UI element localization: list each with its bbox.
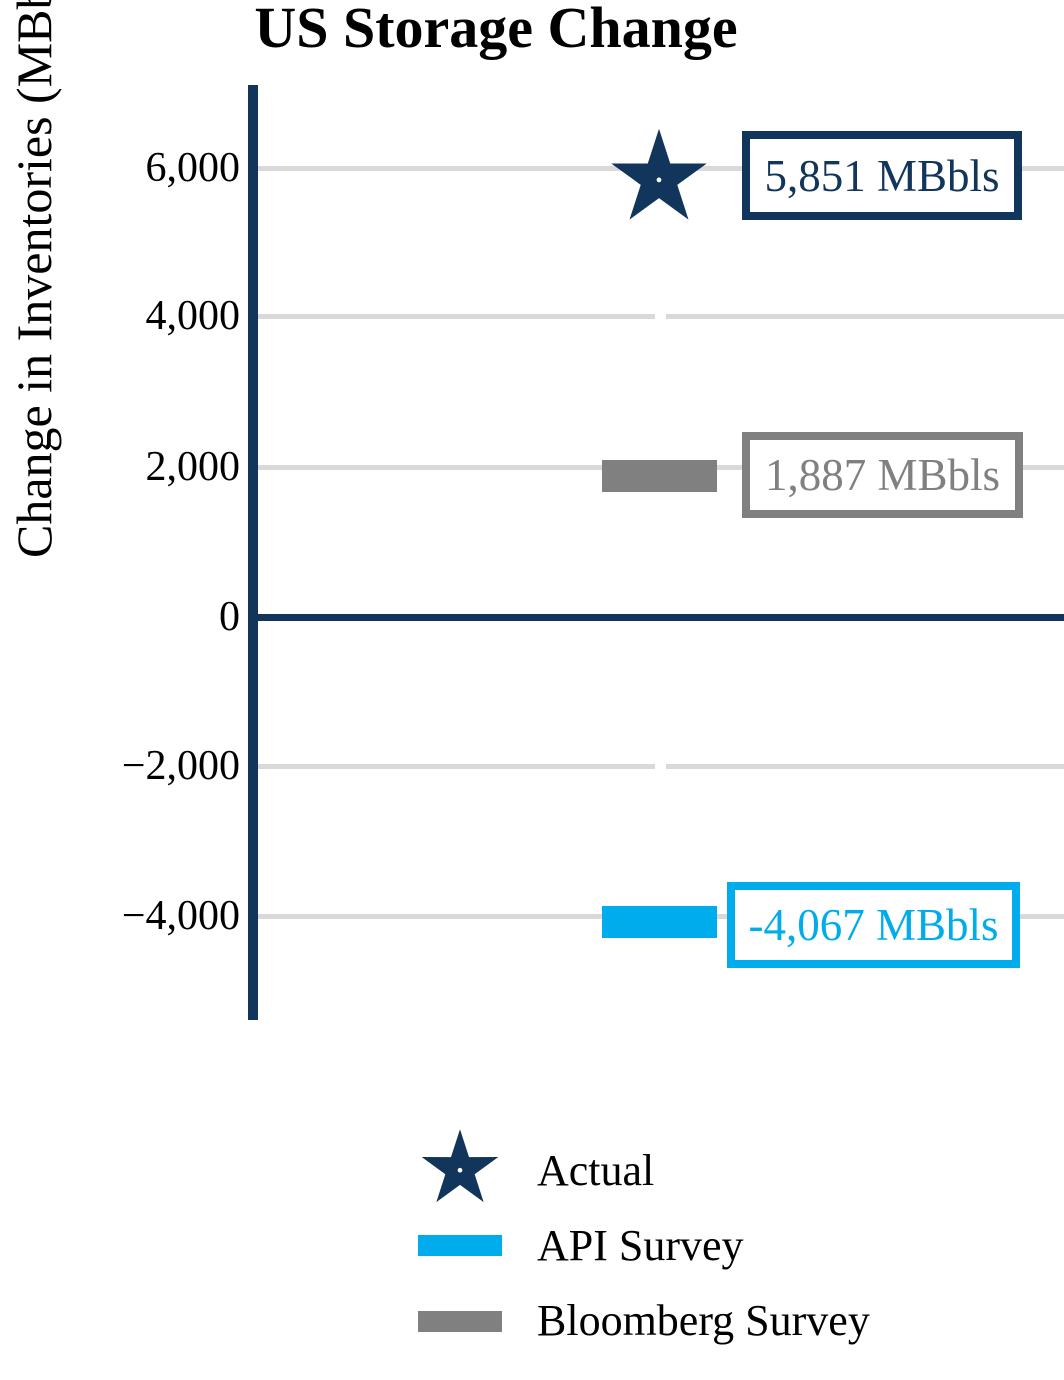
bloomberg-value-callout: 1,887 MBbls — [742, 432, 1023, 518]
api-survey-bar — [602, 906, 717, 938]
legend-label-actual: Actual — [537, 1146, 655, 1195]
y-tick-2000: 2,000 — [145, 444, 241, 490]
y-tick-4000: 4,000 — [145, 293, 241, 339]
legend-star-icon — [421, 1129, 499, 1203]
actual-value-callout: 5,851 MBbls — [742, 131, 1022, 220]
y-tick-neg2000: −2,000 — [121, 743, 240, 789]
legend-api-swatch — [418, 1235, 502, 1256]
y-tick-0: 0 — [219, 594, 240, 640]
legend-label-api-survey: API Survey — [537, 1221, 744, 1270]
gridline-neg2000-left — [258, 764, 655, 769]
y-tick-neg4000: −4,000 — [121, 893, 240, 939]
api-value-callout: -4,067 MBbls — [727, 882, 1020, 968]
gridline-neg2000-right — [666, 764, 1064, 769]
y-axis-spine — [248, 85, 258, 1020]
chart-title: US Storage Change — [254, 0, 738, 60]
zero-baseline — [248, 614, 1064, 621]
y-tick-6000: 6,000 — [145, 145, 241, 191]
legend-label-bloomberg-survey: Bloomberg Survey — [537, 1296, 870, 1345]
legend-bloomberg-swatch — [418, 1311, 502, 1332]
star-icon — [611, 128, 707, 220]
bloomberg-survey-bar — [602, 460, 717, 492]
gridline-4000-right — [666, 314, 1064, 319]
gridline-4000-left — [258, 314, 655, 319]
